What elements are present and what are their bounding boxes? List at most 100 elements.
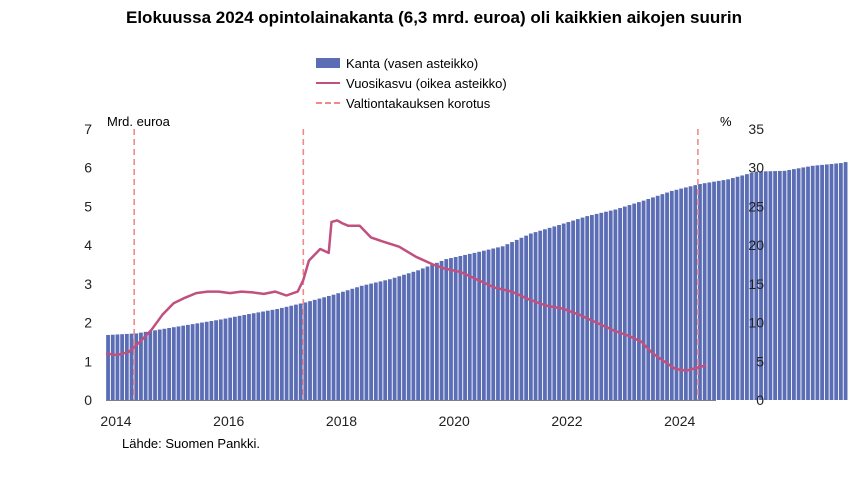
bar-kanta — [218, 319, 223, 400]
bar-kanta — [524, 235, 529, 400]
bar-kanta — [651, 197, 655, 400]
bar-kanta — [139, 332, 143, 400]
bar-kanta — [552, 226, 557, 400]
bar-kanta — [289, 305, 294, 400]
legend-label-vuosikasvu: Vuosikasvu (oikea asteikko) — [346, 75, 507, 91]
bar-kanta — [317, 298, 322, 400]
bar-kanta — [378, 281, 383, 400]
bar-kanta — [312, 299, 317, 400]
bar-kanta — [745, 174, 749, 400]
bar-kanta — [712, 181, 716, 400]
bar-kanta — [341, 291, 345, 400]
bar-kanta — [683, 187, 688, 400]
bar-kanta — [759, 171, 763, 400]
right-tick-label: 20 — [748, 237, 764, 253]
bar-kanta — [153, 330, 157, 400]
bar-kanta — [181, 325, 186, 400]
bar-kanta — [425, 266, 430, 400]
bar-kanta — [120, 334, 125, 400]
bar-kanta — [336, 293, 341, 400]
bar-kanta — [195, 323, 200, 400]
bar-kanta — [331, 294, 336, 400]
x-tick-label: 2018 — [326, 413, 357, 429]
bar-kanta — [496, 247, 500, 400]
bar-kanta — [749, 172, 754, 400]
x-tick-label: 2020 — [439, 413, 470, 429]
bar-kanta — [782, 170, 787, 400]
bar-kanta — [345, 290, 350, 400]
bar-kanta — [660, 194, 665, 400]
bar-kanta — [514, 239, 519, 400]
bar-kanta — [777, 170, 782, 400]
bar-kanta — [604, 211, 608, 400]
bar-kanta — [707, 182, 712, 400]
bar-kanta — [655, 195, 660, 400]
left-tick-label: 2 — [84, 315, 92, 331]
bar-kanta — [730, 178, 735, 400]
legend-item-takaus: Valtiontakauksen korotus — [316, 93, 507, 113]
legend: Kanta (vasen asteikko) Vuosikasvu (oikea… — [316, 53, 507, 113]
bar-kanta — [355, 287, 359, 400]
bar-kanta — [209, 321, 214, 400]
line-series-vuosikasvu — [105, 219, 707, 372]
bar-kanta — [157, 329, 162, 400]
left-tick-label: 1 — [84, 353, 92, 369]
left-tick-label: 6 — [84, 160, 92, 176]
bar-kanta — [698, 183, 702, 400]
x-tick-label: 2014 — [100, 413, 131, 429]
bar-kanta — [124, 333, 129, 400]
right-tick-label: 15 — [748, 276, 764, 292]
bar-kanta — [392, 277, 397, 400]
vlines-valtiontakaus — [133, 129, 699, 400]
left-tick-label: 0 — [84, 392, 92, 408]
bar-kanta — [167, 327, 172, 400]
bar-kanta — [669, 190, 674, 400]
bar-kanta — [716, 180, 721, 400]
bar-kanta — [439, 260, 444, 400]
bar-kanta — [500, 246, 505, 400]
bar-kanta — [632, 203, 637, 400]
bar-kanta — [143, 331, 148, 400]
bar-kanta — [829, 163, 834, 400]
x-tick-label: 2024 — [664, 413, 695, 429]
bar-kanta — [106, 334, 110, 400]
bar-kanta — [434, 262, 439, 400]
bar-kanta — [247, 314, 251, 400]
bar-kanta — [458, 255, 463, 400]
bar-kanta — [590, 215, 594, 400]
bar-kanta — [275, 309, 280, 400]
bar-kanta — [702, 183, 707, 400]
x-tick-label: 2016 — [213, 413, 244, 429]
bar-kanta — [806, 166, 810, 400]
bar-kanta — [171, 327, 176, 400]
left-tick-label: 4 — [84, 237, 92, 253]
bar-kanta — [528, 233, 533, 400]
bar-kanta — [186, 324, 190, 400]
legend-label-kanta: Kanta (vasen asteikko) — [346, 55, 479, 71]
bar-kanta — [453, 257, 458, 400]
bar-kanta — [279, 307, 284, 400]
x-tick-label: 2022 — [551, 413, 582, 429]
bar-kanta — [467, 253, 472, 400]
bar-kanta — [270, 309, 275, 400]
legend-swatch-dashed — [316, 102, 340, 104]
bar-kanta — [571, 220, 576, 400]
bar-kanta — [265, 310, 270, 400]
right-axis-label: % — [720, 114, 732, 129]
bar-kanta — [110, 334, 115, 400]
bar-kanta — [359, 285, 364, 400]
bar-kanta — [792, 169, 796, 400]
bar-kanta — [472, 252, 477, 400]
bar-kanta — [129, 333, 134, 400]
bar-kanta — [397, 276, 402, 400]
bar-kanta — [641, 200, 646, 400]
bar-kanta — [613, 209, 618, 400]
bar-kanta — [486, 249, 491, 400]
bar-kanta — [622, 206, 627, 400]
bar-kanta — [815, 165, 820, 400]
bar-kanta — [543, 229, 547, 400]
bar-kanta — [162, 328, 167, 400]
bar-kanta — [463, 254, 467, 400]
left-axis-ticks: 0 1 2 3 4 5 6 7 — [84, 121, 92, 408]
